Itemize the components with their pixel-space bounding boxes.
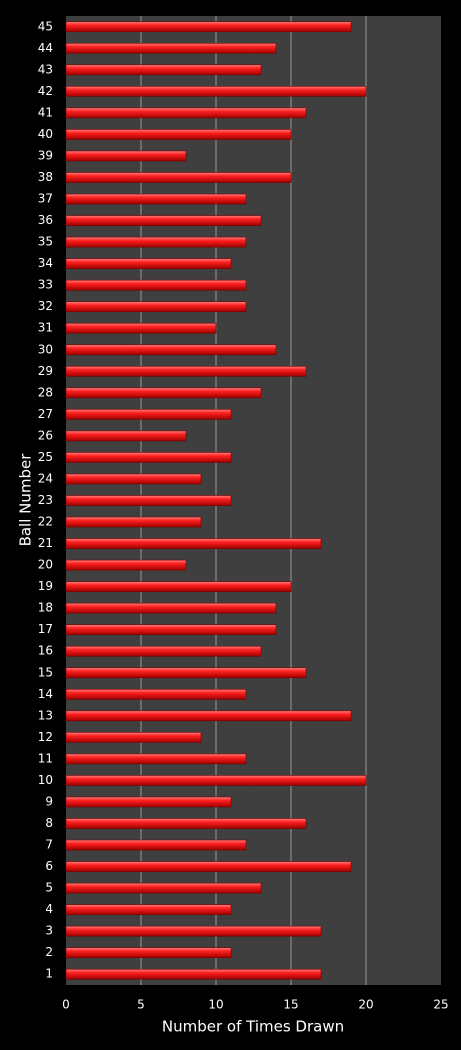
bar	[65, 409, 232, 420]
y-tick-label: 30	[38, 342, 53, 356]
y-tick-label: 8	[45, 816, 53, 830]
x-axis-title: Number of Times Drawn	[162, 1018, 344, 1036]
y-tick-label: 40	[38, 127, 53, 141]
y-axis-title: Ball Number	[17, 453, 35, 547]
y-tick-label: 12	[38, 730, 53, 744]
y-tick-label: 14	[38, 687, 53, 701]
y-tick-label: 21	[38, 536, 53, 550]
y-tick-label: 26	[38, 428, 53, 442]
bar	[65, 925, 322, 937]
bar	[65, 42, 277, 54]
bar	[65, 258, 232, 269]
bar	[65, 581, 292, 592]
bar	[65, 839, 247, 851]
bar	[65, 559, 187, 571]
y-tick-label: 1	[45, 967, 53, 981]
bar	[65, 516, 202, 528]
y-tick-label: 24	[38, 471, 53, 485]
y-tick-label: 23	[38, 493, 53, 507]
bar	[65, 150, 187, 162]
y-tick-label: 20	[38, 558, 53, 572]
y-tick-label: 33	[38, 278, 53, 292]
x-tick-label: 20	[358, 998, 373, 1012]
y-tick-label: 36	[38, 213, 53, 227]
bar	[65, 775, 367, 786]
x-tick-label: 25	[433, 998, 448, 1012]
bar	[65, 753, 247, 765]
bar	[65, 947, 232, 959]
y-tick-label: 4	[45, 902, 53, 916]
bar	[65, 904, 232, 915]
bar	[65, 473, 202, 485]
y-tick-label: 31	[38, 321, 53, 335]
bar	[65, 602, 277, 614]
y-tick-label: 25	[38, 450, 53, 464]
y-tick-label: 34	[38, 256, 53, 270]
y-tick-label: 28	[38, 385, 53, 399]
bar	[65, 21, 352, 33]
y-tick-label: 15	[38, 665, 53, 679]
y-tick-label: 19	[38, 579, 53, 593]
y-tick-label: 43	[38, 62, 53, 76]
y-tick-label: 6	[45, 859, 53, 873]
y-tick-label: 9	[45, 794, 53, 808]
bar	[65, 172, 292, 183]
y-tick-label: 29	[38, 364, 53, 378]
y-tick-label: 10	[38, 773, 53, 787]
bar	[65, 129, 292, 140]
y-tick-label: 11	[38, 751, 53, 765]
bar	[65, 344, 277, 356]
y-tick-label: 5	[45, 881, 53, 895]
y-tick-label: 2	[45, 945, 53, 959]
y-tick-label: 27	[38, 407, 53, 421]
x-tick-label: 15	[283, 998, 298, 1012]
bar	[65, 710, 352, 722]
bar	[65, 452, 232, 463]
bar	[65, 645, 262, 657]
y-tick-label: 44	[38, 41, 53, 55]
x-tick-label: 0	[62, 998, 70, 1012]
bar	[65, 861, 352, 872]
bar	[65, 107, 307, 119]
y-tick-label: 32	[38, 299, 53, 313]
y-tick-label: 13	[38, 708, 53, 722]
bar	[65, 495, 232, 506]
y-tick-label: 7	[45, 838, 53, 852]
bar	[65, 796, 232, 808]
y-tick-label: 3	[45, 924, 53, 938]
bar	[65, 667, 307, 679]
bar	[65, 968, 322, 980]
y-tick-label: 41	[38, 105, 53, 119]
bar	[65, 387, 262, 399]
y-tick-label: 35	[38, 235, 53, 249]
bar	[65, 322, 217, 334]
y-tick-label: 42	[38, 84, 53, 98]
y-tick-label: 22	[38, 515, 53, 529]
bar	[65, 193, 247, 205]
y-tick-label: 18	[38, 601, 53, 615]
bar	[65, 64, 262, 76]
y-tick-label: 38	[38, 170, 53, 184]
bar	[65, 882, 262, 894]
bar	[65, 365, 307, 377]
bar	[65, 818, 307, 829]
bar	[65, 732, 202, 743]
y-tick-label: 45	[38, 19, 53, 33]
y-tick-label: 39	[38, 148, 53, 162]
bar	[65, 86, 367, 97]
bar	[65, 301, 247, 313]
x-tick-label: 10	[208, 998, 223, 1012]
y-tick-label: 17	[38, 622, 53, 636]
bar	[65, 538, 322, 549]
bar	[65, 430, 187, 442]
bar	[65, 236, 247, 248]
y-tick-label: 37	[38, 192, 53, 206]
bar	[65, 688, 247, 700]
bar	[65, 279, 247, 291]
bar	[65, 624, 277, 636]
y-tick-label: 16	[38, 644, 53, 658]
bar	[65, 215, 262, 226]
x-tick-label: 5	[137, 998, 145, 1012]
